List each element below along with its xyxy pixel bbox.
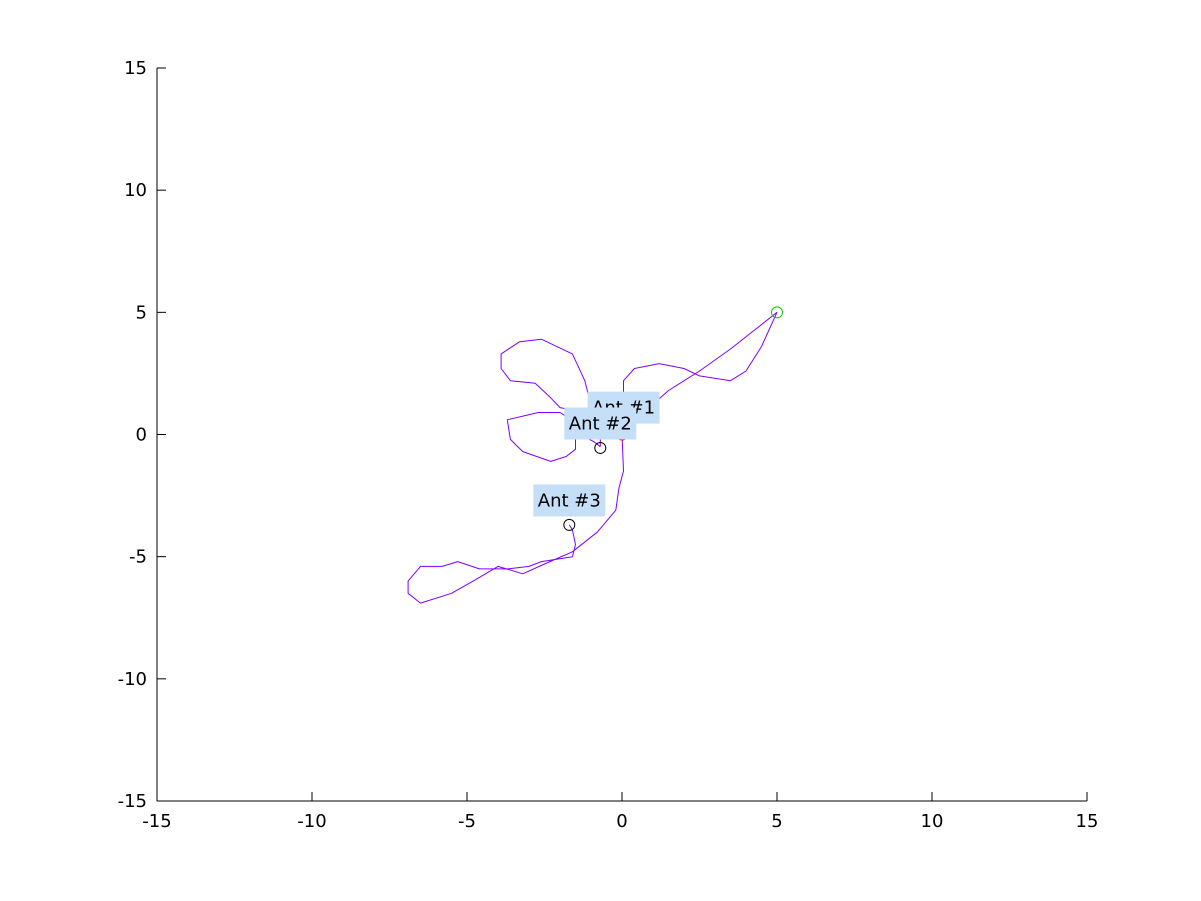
x-tick-label: 0 xyxy=(616,811,627,832)
x-ticks: -15 -10 -5 0 5 10 15 xyxy=(142,792,1098,832)
y-ticks: -15 -10 -5 0 5 10 15 xyxy=(118,58,166,812)
ant-label-3: Ant #3 xyxy=(533,484,606,517)
ant-2-marker xyxy=(594,441,607,454)
trail-line-3 xyxy=(623,312,778,435)
y-tick-label: -10 xyxy=(118,669,147,690)
ant-label-text: Ant #3 xyxy=(538,490,601,511)
y-tick-label: 0 xyxy=(136,425,147,446)
x-tick-label: -10 xyxy=(297,811,326,832)
ant-label-box xyxy=(533,484,606,517)
axes: -15 -10 -5 0 5 10 15 -15 -10 -5 0 5 10 15 xyxy=(118,58,1099,832)
x-tick-label: 15 xyxy=(1076,811,1099,832)
ant-label-box xyxy=(564,407,637,440)
ant-3-marker xyxy=(563,518,576,531)
x-tick-label: 10 xyxy=(921,811,944,832)
trail-line-2 xyxy=(568,524,576,557)
y-tick-label: 5 xyxy=(136,302,147,323)
x-tick-label: -5 xyxy=(458,811,476,832)
y-tick-label: -15 xyxy=(118,791,147,812)
ant-label-2: Ant #2 xyxy=(564,407,637,440)
y-tick-label: 10 xyxy=(124,180,147,201)
y-tick-label: 15 xyxy=(124,58,147,79)
x-tick-label: 5 xyxy=(771,811,782,832)
y-tick-label: -5 xyxy=(129,547,147,568)
x-tick-label: -15 xyxy=(142,811,171,832)
target-marker xyxy=(771,306,783,319)
trail-line-1 xyxy=(407,434,624,604)
ant-label-text: Ant #2 xyxy=(569,414,632,435)
